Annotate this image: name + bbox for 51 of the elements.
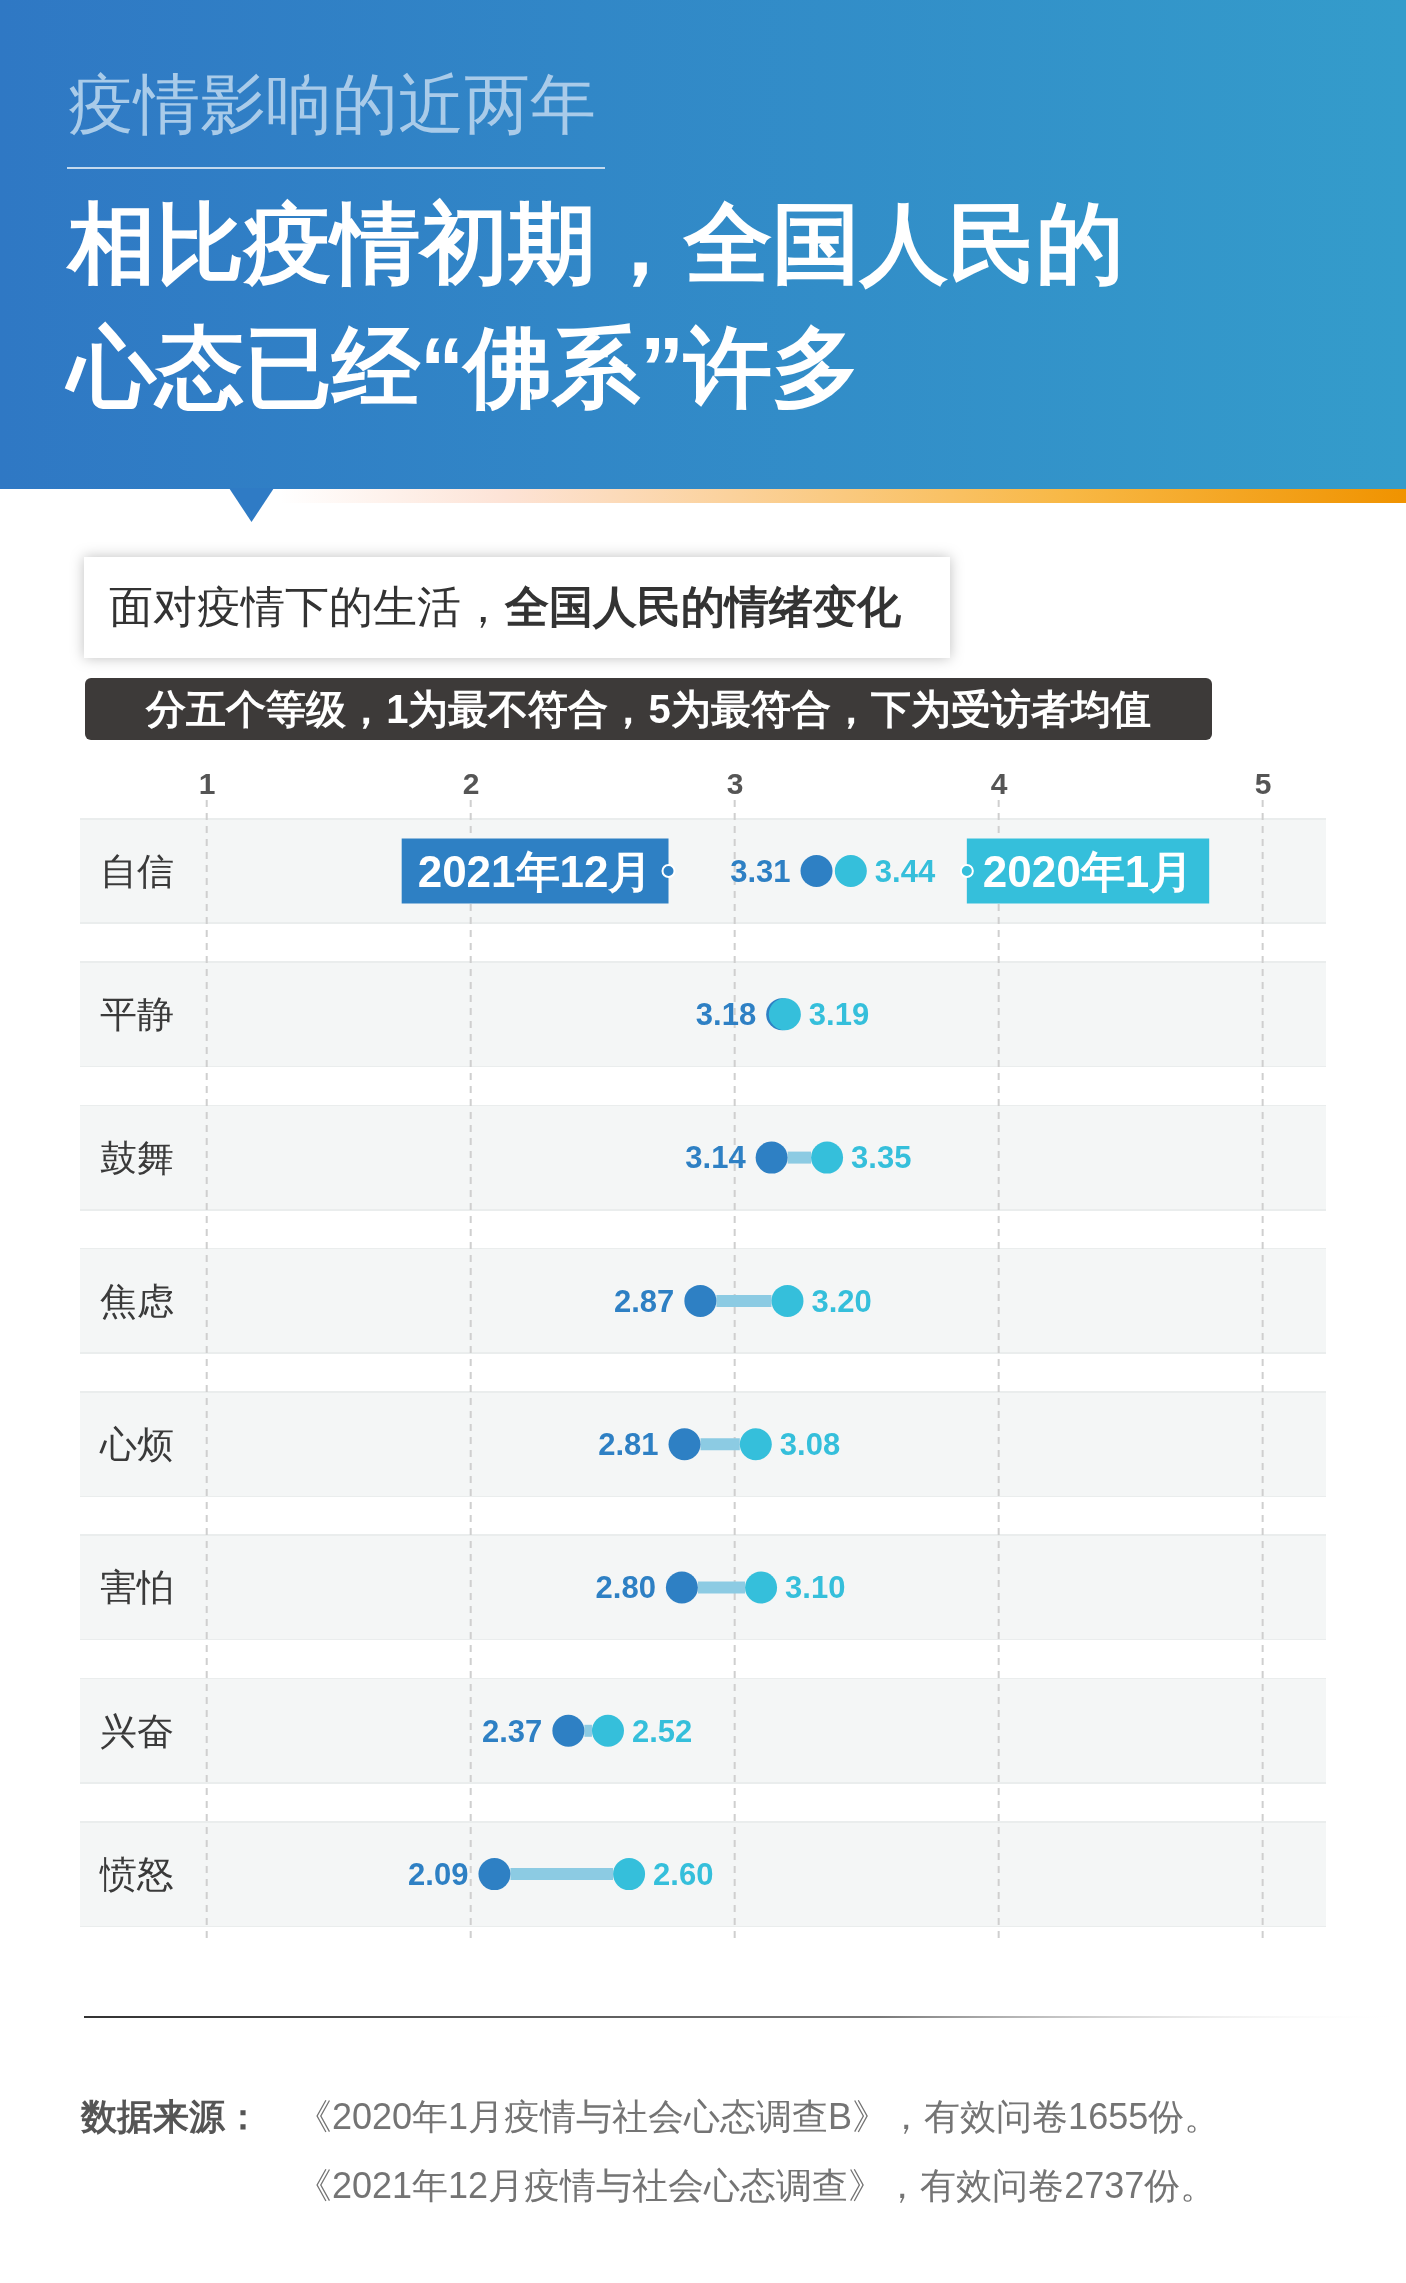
point — [684, 1284, 717, 1317]
legend-label: 2020年1月 — [982, 846, 1194, 896]
point — [478, 1858, 511, 1891]
data-label: 3.19 — [808, 997, 870, 1033]
x-tick-label: 1 — [198, 767, 216, 800]
point — [591, 1714, 624, 1747]
point — [771, 1284, 804, 1317]
point — [811, 1141, 844, 1174]
y-tick-label: 鼓舞 — [100, 1137, 174, 1179]
text: 全国人民的情绪变化 — [505, 582, 901, 631]
y-tick-label: 平静 — [100, 994, 174, 1036]
data-label: 3.18 — [695, 997, 757, 1033]
point — [668, 1428, 701, 1461]
point — [739, 1428, 772, 1461]
data-label: 3.10 — [785, 1570, 846, 1606]
point — [613, 1858, 646, 1891]
data-label: 2.60 — [653, 1856, 714, 1892]
source-note: 数据来源： — [81, 2095, 261, 2139]
point — [552, 1714, 585, 1747]
data-label: 3.08 — [779, 1427, 841, 1463]
x-tick-label: 2 — [462, 767, 480, 800]
text: 2021年12月 — [417, 846, 653, 896]
data-label: 3.44 — [874, 853, 936, 889]
data-label: 3.14 — [685, 1140, 747, 1176]
y-tick-label: 自信 — [100, 850, 174, 892]
y-tick-label: 害怕 — [100, 1567, 174, 1609]
data-label: 2.80 — [595, 1570, 656, 1606]
data-label: 3.35 — [851, 1140, 912, 1176]
text: 面对疫情下的生活， — [109, 582, 505, 631]
data-label: 2.87 — [614, 1283, 675, 1319]
point — [745, 1571, 778, 1604]
text: 《2020年1月疫情与社会心态调查B》，有效问卷1655份。 — [296, 2095, 1221, 2139]
y-tick-label: 兴奋 — [100, 1710, 174, 1752]
point — [800, 855, 833, 887]
x-tick-label: 3 — [726, 767, 744, 800]
point — [834, 855, 867, 887]
data-label: 2.37 — [482, 1713, 543, 1749]
point — [755, 1141, 788, 1174]
x-tick-label: 4 — [990, 767, 1008, 800]
point — [665, 1571, 698, 1604]
y-tick-label: 焦虑 — [100, 1280, 174, 1322]
data-label: 2.81 — [598, 1427, 659, 1463]
data-label: 2.52 — [631, 1713, 693, 1749]
text: 《2021年12月疫情与社会心态调查》，有效问卷2737份。 — [296, 2164, 1217, 2208]
chart-subtitle: 疫情影响的近两年 — [68, 66, 596, 143]
data-label: 2.09 — [408, 1856, 469, 1892]
data-label: 3.31 — [730, 853, 791, 889]
x-tick-label: 5 — [1254, 767, 1272, 800]
y-tick-label: 心烦 — [99, 1424, 174, 1466]
y-tick-label: 愤怒 — [99, 1854, 174, 1896]
data-label: 3.20 — [811, 1283, 872, 1319]
